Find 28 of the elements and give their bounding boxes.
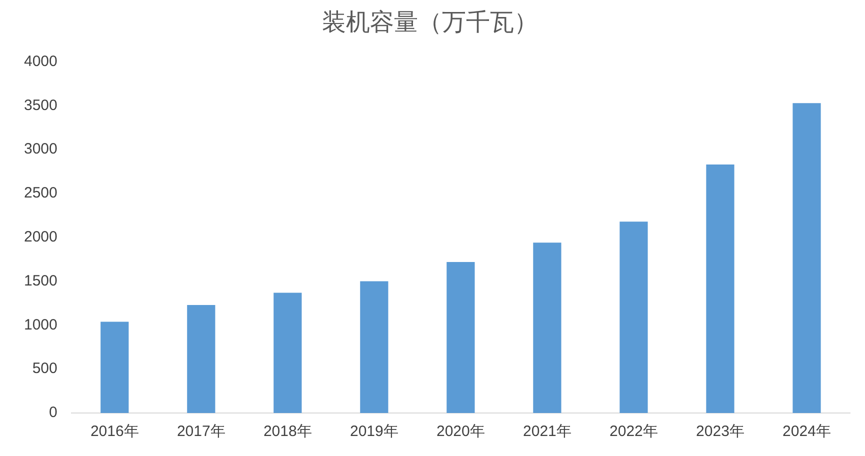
x-tick-label: 2016年 [90,423,139,440]
x-tick-label: 2018年 [263,423,312,440]
x-tick-label: 2024年 [782,423,831,440]
y-tick-label: 3000 [24,140,58,158]
bar [100,322,129,413]
chart-title: 装机容量（万千瓦） [322,9,538,36]
y-tick-label: 2500 [24,184,58,202]
x-tick-label: 2019年 [350,423,398,440]
bar [533,242,562,413]
y-tick-label: 1500 [24,272,58,290]
bar [360,281,388,413]
y-tick-label: 500 [32,360,58,378]
y-tick-label: 4000 [24,52,58,70]
bar [274,292,302,413]
bar [620,222,648,413]
x-tick-label: 2020年 [436,423,485,440]
y-tick-label: 2000 [24,228,58,246]
y-tick-label: 3500 [24,96,58,114]
bar [446,262,475,413]
y-tick-label: 1000 [24,316,58,334]
bar [187,305,216,413]
x-tick-label: 2022年 [610,423,658,440]
x-tick-label: 2017年 [176,423,226,440]
y-tick-label: 0 [49,404,58,422]
bar [792,103,821,413]
x-tick-label: 2023年 [696,423,744,440]
bar [706,164,734,413]
x-tick-label: 2021年 [523,423,572,440]
